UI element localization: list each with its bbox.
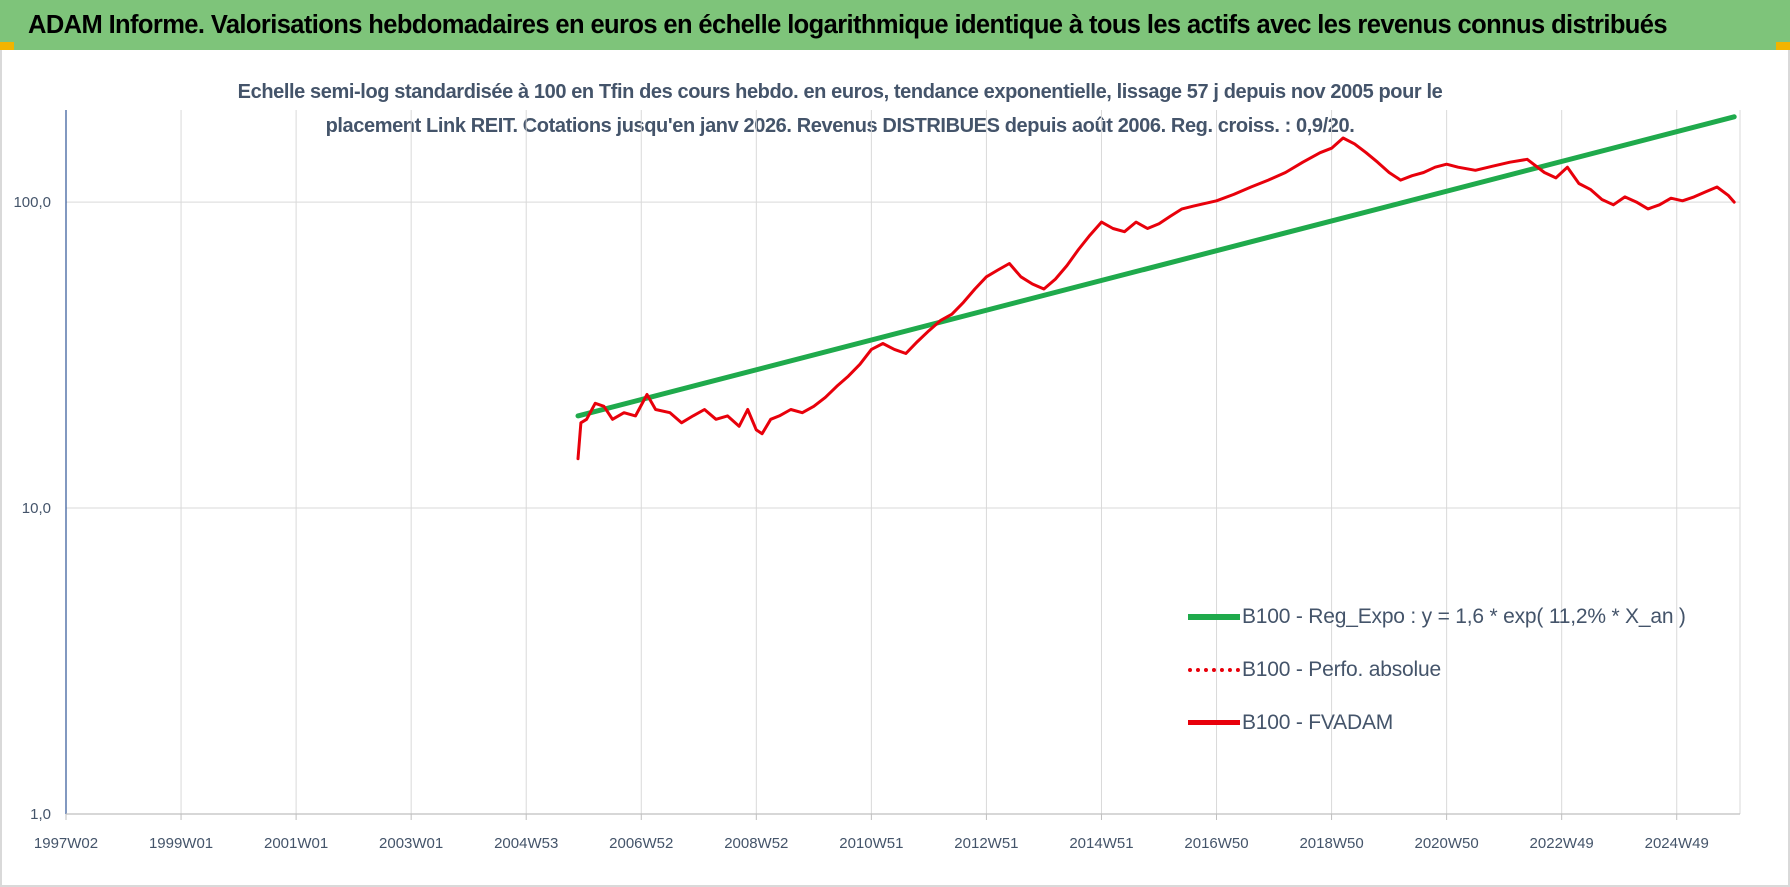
legend-swatch-fvadam: [1188, 720, 1240, 725]
series-line-fvadam: [576, 136, 1736, 461]
x-tick-label: 2001W01: [264, 835, 328, 852]
x-tick-label: 2014W51: [1069, 835, 1133, 852]
chart-title-line-1: Echelle semi-log standardisée à 100 en T…: [237, 81, 1443, 103]
y-tick-label: 10,0: [22, 500, 51, 517]
x-tick-label: 2016W50: [1184, 835, 1248, 852]
y-tick-label: 100,0: [13, 194, 51, 211]
legend-label-regression: B100 - Reg_Expo : y = 1,6 * exp( 11,2% *…: [1242, 604, 1686, 628]
legend-label-perfo: B100 - Perfo. absolue: [1242, 657, 1441, 681]
x-tick-label: 2010W51: [839, 835, 903, 852]
series-line-regression: [575, 114, 1737, 419]
x-tick-label: 1999W01: [149, 835, 213, 852]
x-tick-label: 2012W51: [954, 835, 1018, 852]
x-tick-label: 2008W52: [724, 835, 788, 852]
x-tick-label: 2003W01: [379, 835, 443, 852]
x-tick-label: 2024W49: [1645, 835, 1709, 852]
x-tick-label: 2020W50: [1415, 835, 1479, 852]
corner-marker-left: [0, 42, 14, 50]
x-tick-label: 2018W50: [1299, 835, 1363, 852]
chart-title-line-2: placement Link REIT. Cotations jusqu'en …: [325, 115, 1355, 137]
chart-legend: B100 - Reg_Expo : y = 1,6 * exp( 11,2% *…: [1188, 590, 1686, 749]
x-tick-label: 2004W53: [494, 835, 558, 852]
corner-marker-right: [1776, 42, 1790, 50]
x-tick-label: 2022W49: [1530, 835, 1594, 852]
legend-swatch-perfo: [1188, 667, 1240, 672]
x-tick-label: 2006W52: [609, 835, 673, 852]
legend-label-fvadam: B100 - FVADAM: [1242, 710, 1394, 734]
legend-item-perfo: B100 - Perfo. absolue: [1188, 643, 1686, 696]
report-banner: ADAM Informe. Valorisations hebdomadaire…: [0, 0, 1790, 50]
legend-swatch-regression: [1188, 613, 1240, 620]
chart-frame: [0, 50, 1790, 887]
x-tick-label: 1997W02: [34, 835, 98, 852]
y-tick-label: 1,0: [30, 806, 51, 823]
legend-item-regression: B100 - Reg_Expo : y = 1,6 * exp( 11,2% *…: [1188, 590, 1686, 643]
legend-item-fvadam: B100 - FVADAM: [1188, 696, 1686, 749]
